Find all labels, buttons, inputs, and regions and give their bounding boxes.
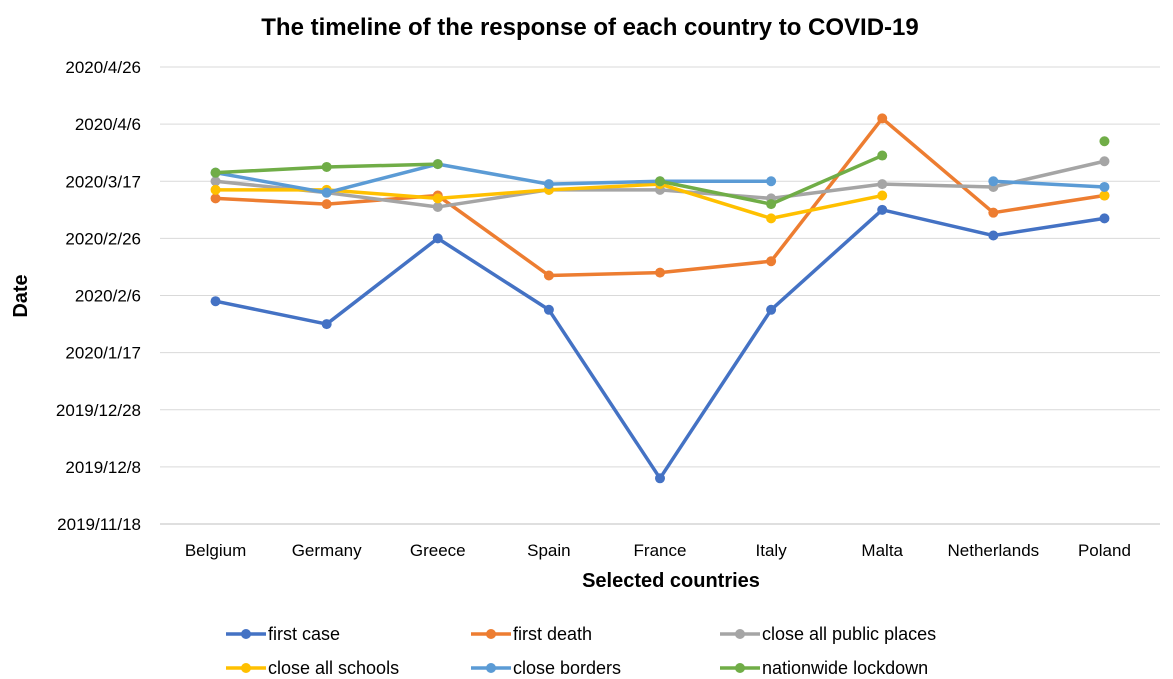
data-point — [877, 204, 888, 215]
x-tick-label: Netherlands — [947, 541, 1039, 560]
series-nationwide-lockdown — [210, 136, 1110, 210]
data-point — [210, 184, 221, 195]
legend-marker — [486, 629, 496, 639]
x-tick-label: France — [634, 541, 687, 560]
legend-label: nationwide lockdown — [762, 658, 928, 678]
legend-marker — [241, 663, 251, 673]
x-tick-label: Greece — [410, 541, 466, 560]
data-point — [988, 176, 999, 187]
x-tick-label: Malta — [861, 541, 903, 560]
y-tick-label: 2020/2/6 — [75, 287, 141, 306]
data-point — [210, 296, 221, 307]
legend-marker — [735, 629, 745, 639]
x-axis-ticks: Belgium Germany Greece Spain France Italy Malt… — [185, 541, 1131, 560]
data-point — [655, 473, 665, 484]
data-point — [321, 199, 332, 210]
data-point — [766, 176, 777, 187]
series-line — [215, 208, 1105, 481]
series-line — [215, 162, 772, 195]
series-group — [210, 113, 1110, 484]
data-point — [432, 193, 443, 204]
data-point — [543, 270, 554, 281]
legend-label: close all schools — [268, 658, 399, 678]
data-point — [1099, 190, 1110, 201]
legend-item: close borders — [471, 658, 621, 678]
y-tick-label: 2020/2/26 — [65, 229, 141, 248]
chart-title: The timeline of the response of each cou… — [261, 14, 918, 41]
y-tick-label: 2020/1/17 — [65, 344, 141, 363]
legend-item: first case — [226, 624, 340, 644]
legend-label: first death — [513, 624, 592, 644]
data-point — [766, 256, 777, 267]
x-axis-title: Selected countries — [582, 570, 760, 592]
legend-item: nationwide lockdown — [720, 658, 928, 678]
data-point — [655, 267, 665, 278]
data-point — [655, 176, 665, 187]
gridlines — [160, 66, 1160, 525]
data-point — [1099, 181, 1110, 192]
legend-label: first case — [268, 624, 340, 644]
legend: first case first death close all public pl… — [226, 624, 936, 678]
x-tick-label: Germany — [292, 541, 362, 560]
x-tick-label: Italy — [756, 541, 788, 560]
x-tick-label: Spain — [527, 541, 570, 560]
series-line — [993, 179, 1105, 189]
data-point — [766, 199, 777, 210]
data-point — [1099, 213, 1110, 224]
data-point — [877, 150, 888, 161]
y-axis-title: Date — [10, 274, 32, 317]
data-point — [432, 159, 443, 170]
y-tick-label: 2020/4/6 — [75, 115, 141, 134]
legend-item: close all public places — [720, 624, 936, 644]
y-tick-label: 2019/12/28 — [56, 401, 141, 420]
data-point — [877, 190, 888, 201]
data-point — [432, 233, 443, 244]
data-point — [321, 187, 332, 198]
data-point — [432, 201, 443, 212]
data-point — [877, 179, 888, 190]
series-first-case — [210, 204, 1110, 484]
data-point — [877, 113, 888, 124]
y-axis-ticks: 2019/11/18 2019/12/8 2019/12/28 2020/1/17 20… — [56, 58, 141, 534]
data-point — [543, 304, 554, 315]
legend-item: close all schools — [226, 658, 399, 678]
x-tick-label: Belgium — [185, 541, 246, 560]
data-point — [210, 176, 221, 187]
legend-label: close borders — [513, 658, 621, 678]
data-point — [210, 167, 221, 178]
data-point — [321, 319, 332, 330]
y-tick-label: 2019/12/8 — [65, 458, 141, 477]
data-point — [766, 304, 777, 315]
data-point — [988, 207, 999, 218]
data-point — [1099, 136, 1110, 147]
y-tick-label: 2020/3/17 — [65, 172, 141, 191]
data-point — [988, 230, 999, 241]
data-point — [543, 179, 554, 190]
y-tick-label: 2020/4/26 — [65, 58, 141, 77]
legend-item: first death — [471, 624, 592, 644]
data-point — [1099, 156, 1110, 167]
data-point — [766, 213, 777, 224]
y-tick-label: 2019/11/18 — [57, 515, 141, 534]
data-point — [321, 161, 332, 172]
data-point — [210, 193, 221, 204]
series-first-death — [210, 113, 1110, 281]
x-tick-label: Poland — [1078, 541, 1131, 560]
legend-marker — [241, 629, 251, 639]
legend-label: close all public places — [762, 624, 936, 644]
legend-marker — [486, 663, 496, 673]
legend-marker — [735, 663, 745, 673]
